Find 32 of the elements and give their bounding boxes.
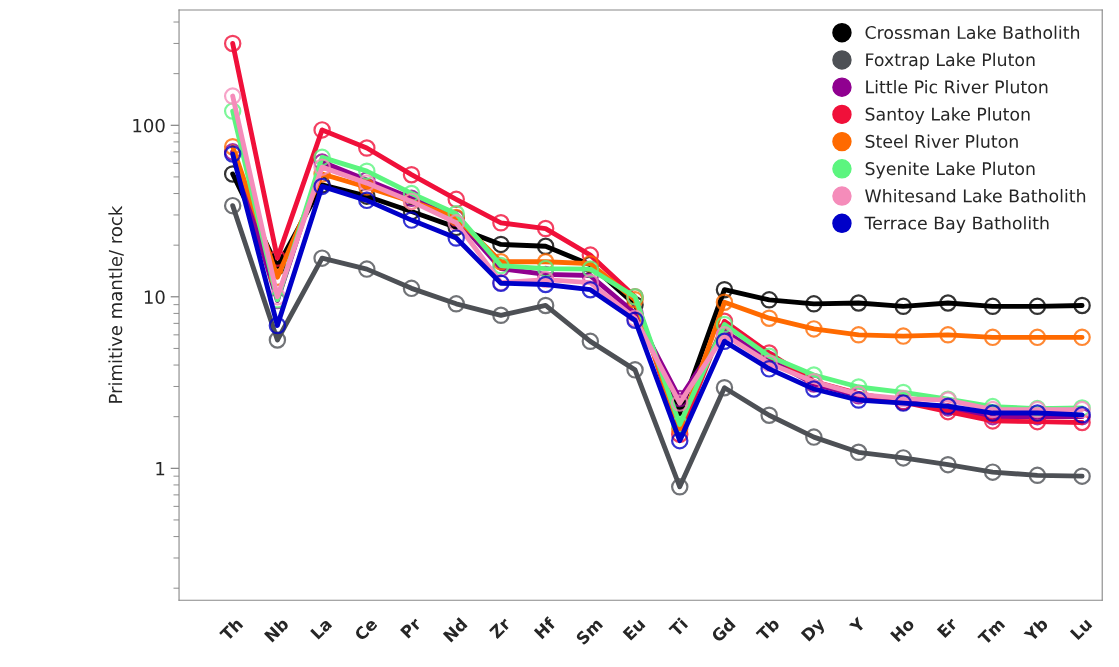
x-tick-label: Nd [442, 617, 468, 643]
legend-label: Foxtrap Lake Pluton [866, 52, 1035, 70]
x-tick-label: Sm [575, 617, 604, 646]
x-tick-label: Th [218, 617, 244, 642]
x-tick-label: Hf [533, 616, 557, 640]
legend-label: Santoy Lake Pluton [865, 107, 1030, 125]
x-tick-label: Yb [1023, 616, 1049, 643]
x-tick-label: Dy [800, 616, 829, 645]
x-tick-label: Er [936, 616, 959, 639]
y-tick-label: 10 [144, 290, 165, 304]
x-tick-label: Tm [977, 617, 1006, 646]
x-tick-label: Ti [668, 617, 689, 638]
legend-label: Terrace Bay Batholith [864, 216, 1049, 233]
x-tick-label: Nb [263, 616, 290, 643]
legend-label: Steel River Pluton [865, 134, 1018, 148]
legend-label: Syenite Lake Pluton [865, 161, 1035, 179]
x-tick-label: Gd [710, 617, 736, 643]
x-tick-label: La [310, 617, 333, 640]
legend-label: Little Pic River Pluton [866, 80, 1048, 94]
legend-label: Crossman Lake Batholith [865, 25, 1080, 40]
x-tick-label: Lu [1069, 617, 1093, 641]
x-tick-label: Pr [400, 616, 422, 639]
y-axis-title: Primitive mantle/ rock [108, 205, 124, 403]
x-tick-label: Eu [622, 617, 646, 641]
legend-label: Whitesand Lake Batholith [865, 188, 1086, 203]
x-tick-label: Ce [353, 617, 378, 642]
x-tick-label: Zr [488, 616, 512, 640]
x-tick-label: Tb [755, 616, 781, 642]
x-tick-label: Ho [890, 617, 916, 643]
x-tick-label: Y [848, 616, 867, 634]
y-tick-label: 1 [156, 462, 165, 476]
y-tick-label: 100 [133, 118, 165, 133]
